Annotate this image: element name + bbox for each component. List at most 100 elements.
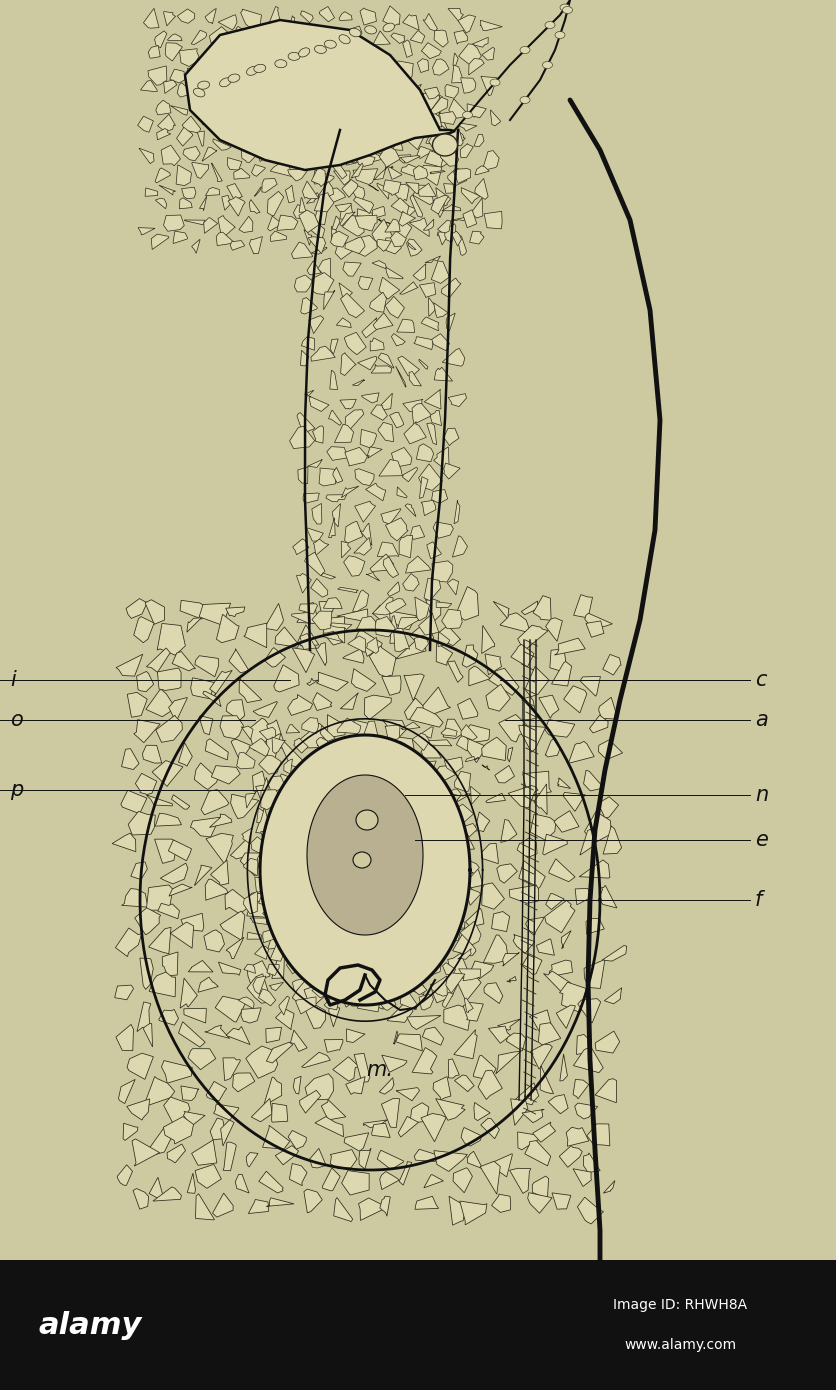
Polygon shape xyxy=(512,934,534,954)
Polygon shape xyxy=(421,958,441,977)
Polygon shape xyxy=(362,149,384,164)
Polygon shape xyxy=(452,934,476,956)
Polygon shape xyxy=(270,231,286,242)
Polygon shape xyxy=(579,830,594,855)
Polygon shape xyxy=(387,582,400,596)
Polygon shape xyxy=(205,188,219,196)
Polygon shape xyxy=(415,443,433,461)
Polygon shape xyxy=(426,132,441,145)
Polygon shape xyxy=(469,960,493,979)
Polygon shape xyxy=(508,885,538,904)
Polygon shape xyxy=(261,790,281,810)
Polygon shape xyxy=(344,739,366,762)
Polygon shape xyxy=(186,617,201,632)
Polygon shape xyxy=(195,656,218,677)
Polygon shape xyxy=(492,1154,512,1177)
Polygon shape xyxy=(116,655,143,676)
Polygon shape xyxy=(288,1130,306,1150)
Polygon shape xyxy=(201,147,217,161)
Polygon shape xyxy=(598,698,617,719)
Polygon shape xyxy=(322,1168,339,1191)
Polygon shape xyxy=(400,164,417,177)
Polygon shape xyxy=(301,336,314,350)
Polygon shape xyxy=(451,870,473,884)
Polygon shape xyxy=(419,994,433,1011)
Polygon shape xyxy=(354,1054,370,1083)
Polygon shape xyxy=(418,464,442,491)
Polygon shape xyxy=(323,617,344,645)
Polygon shape xyxy=(315,905,334,922)
Polygon shape xyxy=(379,858,398,874)
Polygon shape xyxy=(461,1127,481,1147)
Polygon shape xyxy=(155,714,182,742)
Polygon shape xyxy=(377,218,390,224)
Polygon shape xyxy=(134,720,160,742)
Polygon shape xyxy=(410,93,425,111)
Polygon shape xyxy=(178,742,192,766)
Polygon shape xyxy=(212,1193,232,1218)
Polygon shape xyxy=(404,674,424,701)
Polygon shape xyxy=(155,100,171,115)
Polygon shape xyxy=(238,217,252,232)
Polygon shape xyxy=(415,873,431,885)
Polygon shape xyxy=(366,573,380,581)
Polygon shape xyxy=(263,1077,282,1105)
Polygon shape xyxy=(353,197,374,214)
Polygon shape xyxy=(447,168,466,186)
Polygon shape xyxy=(269,983,283,991)
Polygon shape xyxy=(371,1123,390,1137)
Polygon shape xyxy=(436,111,447,131)
Polygon shape xyxy=(223,1143,236,1170)
Text: a: a xyxy=(754,710,767,730)
Polygon shape xyxy=(204,930,224,952)
Polygon shape xyxy=(466,104,486,118)
Ellipse shape xyxy=(253,64,265,72)
Polygon shape xyxy=(267,965,279,976)
Polygon shape xyxy=(391,770,405,784)
Polygon shape xyxy=(451,915,465,930)
Polygon shape xyxy=(445,926,460,941)
Polygon shape xyxy=(389,741,405,756)
Polygon shape xyxy=(304,760,329,787)
Polygon shape xyxy=(240,853,262,876)
Polygon shape xyxy=(217,614,239,642)
Polygon shape xyxy=(218,15,237,29)
Polygon shape xyxy=(133,1188,149,1209)
Polygon shape xyxy=(390,33,405,43)
Polygon shape xyxy=(453,1030,477,1059)
Polygon shape xyxy=(235,1175,248,1193)
Polygon shape xyxy=(356,991,383,1009)
Polygon shape xyxy=(179,49,199,67)
Polygon shape xyxy=(402,794,419,809)
Polygon shape xyxy=(431,261,449,284)
Polygon shape xyxy=(472,1055,496,1079)
Polygon shape xyxy=(328,131,349,147)
Polygon shape xyxy=(396,840,414,863)
Polygon shape xyxy=(435,147,456,168)
Polygon shape xyxy=(320,81,332,92)
Polygon shape xyxy=(258,1172,283,1193)
Polygon shape xyxy=(418,613,438,635)
Polygon shape xyxy=(167,33,182,40)
Polygon shape xyxy=(304,552,324,575)
Polygon shape xyxy=(268,908,287,927)
Polygon shape xyxy=(308,396,329,411)
Polygon shape xyxy=(335,243,353,260)
Polygon shape xyxy=(295,132,304,147)
Polygon shape xyxy=(416,760,436,776)
Ellipse shape xyxy=(562,7,572,14)
Polygon shape xyxy=(431,196,448,214)
Polygon shape xyxy=(491,912,509,931)
Polygon shape xyxy=(577,998,600,1023)
Polygon shape xyxy=(314,193,334,213)
Polygon shape xyxy=(155,840,177,863)
Polygon shape xyxy=(306,528,323,541)
Polygon shape xyxy=(394,983,411,997)
Polygon shape xyxy=(390,616,400,644)
Polygon shape xyxy=(409,371,421,386)
Polygon shape xyxy=(407,977,426,995)
Polygon shape xyxy=(359,523,371,545)
Polygon shape xyxy=(446,973,465,994)
Polygon shape xyxy=(436,860,459,887)
Polygon shape xyxy=(283,759,292,773)
